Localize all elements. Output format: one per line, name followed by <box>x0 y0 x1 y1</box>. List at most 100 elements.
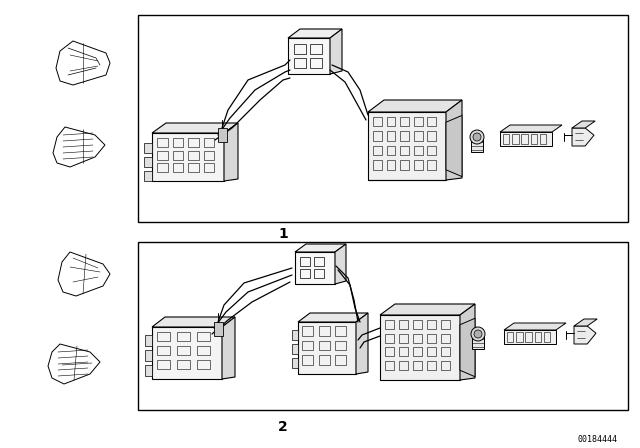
Bar <box>302 340 313 350</box>
Bar <box>414 117 422 126</box>
Polygon shape <box>152 317 235 327</box>
Bar <box>373 117 382 126</box>
Bar <box>522 134 528 144</box>
Bar <box>387 132 396 141</box>
Polygon shape <box>295 244 346 252</box>
Bar <box>204 138 214 147</box>
Bar <box>400 132 409 141</box>
Polygon shape <box>574 326 596 344</box>
Bar <box>400 117 409 126</box>
Bar <box>177 332 190 341</box>
Bar <box>157 151 168 159</box>
Bar <box>413 334 422 343</box>
Bar <box>414 160 422 170</box>
Bar <box>300 257 310 266</box>
Bar <box>302 326 313 336</box>
Bar <box>314 269 324 278</box>
Bar <box>428 132 436 141</box>
Bar <box>173 151 183 159</box>
Bar <box>314 257 324 266</box>
Polygon shape <box>572 128 594 146</box>
Polygon shape <box>152 133 224 181</box>
Polygon shape <box>572 121 595 128</box>
Bar <box>204 151 214 159</box>
Bar <box>441 348 450 357</box>
Bar <box>197 332 210 341</box>
Bar <box>399 334 408 343</box>
Polygon shape <box>224 123 238 181</box>
Bar <box>441 320 450 329</box>
Bar <box>292 358 298 368</box>
Bar <box>335 340 346 350</box>
Polygon shape <box>152 123 238 133</box>
Polygon shape <box>288 29 342 38</box>
Polygon shape <box>504 330 556 344</box>
Bar <box>197 360 210 369</box>
Bar <box>385 348 394 357</box>
Circle shape <box>470 130 484 144</box>
Polygon shape <box>295 252 335 284</box>
Bar <box>335 355 346 365</box>
Bar <box>525 332 532 342</box>
Polygon shape <box>356 313 368 374</box>
Bar <box>516 332 523 342</box>
Bar <box>507 332 513 342</box>
Bar <box>138 242 628 410</box>
Bar <box>157 346 170 355</box>
Bar <box>310 58 322 68</box>
Bar <box>399 320 408 329</box>
Bar <box>413 320 422 329</box>
Bar <box>138 15 628 222</box>
Bar <box>319 326 330 336</box>
Bar <box>387 146 396 155</box>
Polygon shape <box>460 304 475 380</box>
Bar <box>319 340 330 350</box>
Bar <box>145 365 152 376</box>
Bar <box>188 151 199 159</box>
Polygon shape <box>500 132 552 146</box>
Bar <box>300 269 310 278</box>
Bar <box>544 332 550 342</box>
Bar <box>373 132 382 141</box>
Bar <box>173 164 183 172</box>
Bar <box>177 360 190 369</box>
Bar <box>441 361 450 370</box>
Bar <box>534 332 541 342</box>
Polygon shape <box>288 38 330 74</box>
Bar <box>400 160 409 170</box>
Bar <box>157 332 170 341</box>
Bar <box>144 157 152 167</box>
Bar <box>373 160 382 170</box>
Bar <box>414 132 422 141</box>
Bar <box>385 334 394 343</box>
Bar <box>292 330 298 340</box>
Bar <box>173 138 183 147</box>
Bar <box>385 361 394 370</box>
Bar <box>157 164 168 172</box>
Bar <box>335 326 346 336</box>
Bar <box>427 361 436 370</box>
Bar <box>413 348 422 357</box>
Polygon shape <box>330 29 342 74</box>
Bar <box>428 146 436 155</box>
Bar <box>292 344 298 354</box>
Circle shape <box>474 330 482 338</box>
Polygon shape <box>298 313 368 322</box>
Polygon shape <box>380 304 475 315</box>
Bar <box>427 334 436 343</box>
Bar <box>218 128 227 142</box>
Circle shape <box>471 327 485 341</box>
Polygon shape <box>335 244 346 284</box>
Text: 1: 1 <box>278 227 288 241</box>
Bar <box>427 320 436 329</box>
Polygon shape <box>460 318 475 377</box>
Bar <box>145 350 152 361</box>
Bar <box>157 138 168 147</box>
Bar <box>428 160 436 170</box>
Bar <box>157 360 170 369</box>
Bar <box>145 335 152 346</box>
Bar <box>319 355 330 365</box>
Bar <box>399 348 408 357</box>
Bar <box>214 322 223 336</box>
Bar <box>400 146 409 155</box>
